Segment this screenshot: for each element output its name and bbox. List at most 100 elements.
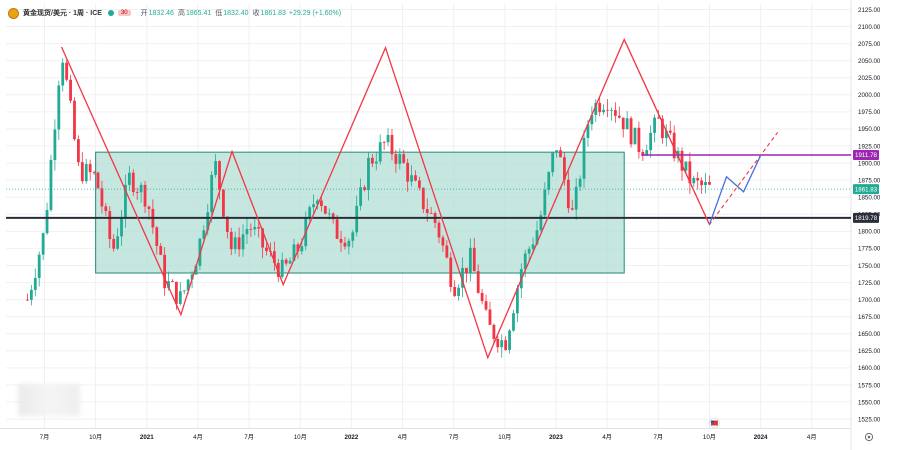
candle [80, 152, 84, 184]
candle-body [539, 215, 543, 231]
candle-body [704, 181, 707, 186]
candle-body [429, 213, 433, 214]
price-tick-label: 2050.00 [858, 58, 881, 65]
price-tick-label: 1900.00 [858, 160, 881, 167]
candle [335, 214, 339, 240]
candle-body [574, 186, 578, 210]
price-tick-label: 1750.00 [858, 263, 881, 270]
gear-icon[interactable] [864, 432, 874, 442]
candle [394, 149, 398, 173]
candle-body [104, 206, 108, 212]
time-axis: 7月 10月 2021 4月 7月 10月 2022 4月 7月 10月 2023 4月 7月 10月 20… [40, 434, 817, 441]
candle [512, 309, 515, 332]
candle [351, 229, 355, 248]
candle-body [316, 200, 319, 205]
candle [559, 146, 562, 158]
time-tick-label: 4月 [193, 434, 203, 441]
candle [488, 301, 492, 326]
zigzag-trend-line [60, 37, 711, 360]
price-tick-label: 2100.00 [858, 24, 881, 31]
candle-body [61, 62, 65, 86]
time-tick-label: 10月 [703, 434, 716, 441]
open-value: 1832.46 [148, 9, 174, 17]
price-tick-label: 1700.00 [858, 297, 881, 304]
candle-body [472, 247, 476, 272]
candle-body [414, 175, 417, 181]
candle-body [80, 162, 84, 182]
candle-body [625, 118, 629, 130]
candle-body [543, 189, 547, 216]
candle [374, 151, 378, 171]
price-tick-label: 1850.00 [858, 195, 881, 202]
symbol-title[interactable]: 黄金现货/美元 · 1周 · ICE [23, 10, 102, 17]
candle-body [594, 102, 598, 116]
candle-body [327, 213, 331, 215]
candle [53, 119, 57, 171]
candle-body [155, 227, 159, 246]
low-label: 低 [215, 10, 223, 17]
candle [127, 165, 131, 191]
candle [429, 207, 433, 214]
candle [339, 230, 343, 252]
price-tick-label: 2125.00 [858, 7, 881, 14]
time-tick-label: 4月 [602, 434, 612, 441]
candle [229, 227, 233, 256]
candle-body [390, 134, 394, 155]
candle [414, 170, 417, 182]
candle [449, 252, 453, 293]
candle-body [602, 109, 606, 113]
candle-body [96, 172, 100, 189]
candle [214, 154, 217, 178]
interval-badge[interactable]: 30 [117, 10, 131, 16]
candle-body [292, 244, 296, 261]
candle-body [410, 175, 413, 182]
candle [672, 125, 676, 162]
candle [108, 206, 112, 249]
candle [280, 252, 284, 279]
time-tick-label: 2023 [549, 434, 563, 441]
candle [566, 171, 570, 213]
candle [61, 58, 65, 92]
candle [453, 280, 457, 298]
candle [480, 288, 484, 305]
candle [65, 59, 69, 82]
support-price-badge-bg [853, 212, 879, 223]
high-label: 高 [177, 10, 185, 17]
candle-body [617, 115, 621, 118]
candle-body [182, 290, 186, 292]
candle-body [284, 259, 288, 264]
candle [500, 334, 504, 358]
candle-body [41, 233, 45, 255]
candle [390, 128, 394, 161]
candle-body [33, 278, 37, 290]
candle [120, 209, 123, 246]
candle [664, 124, 668, 147]
candle [625, 111, 629, 130]
candle-body [124, 184, 127, 219]
candle-body [386, 134, 390, 143]
candle-body [127, 172, 131, 185]
support-price-badge-text: 1819.78 [855, 215, 878, 222]
candle [116, 228, 119, 251]
candle [272, 241, 276, 271]
price-tick-label: 1725.00 [858, 280, 881, 287]
candle-body [218, 161, 221, 190]
candle-body [178, 291, 182, 304]
candle [504, 336, 508, 351]
candle-body [272, 251, 276, 264]
candle [610, 107, 613, 121]
candle [617, 106, 621, 119]
candle-body [672, 132, 676, 159]
candle-body [359, 187, 363, 206]
candle [88, 159, 92, 181]
candle-body [649, 132, 653, 151]
candle [386, 128, 390, 146]
candle-body [343, 242, 347, 247]
candle [543, 182, 547, 218]
candle-body [331, 213, 335, 220]
price-tick-label: 1525.00 [858, 416, 881, 423]
candle-body [578, 178, 582, 187]
price-tick-label: 1875.00 [858, 177, 881, 184]
candle [84, 158, 88, 184]
